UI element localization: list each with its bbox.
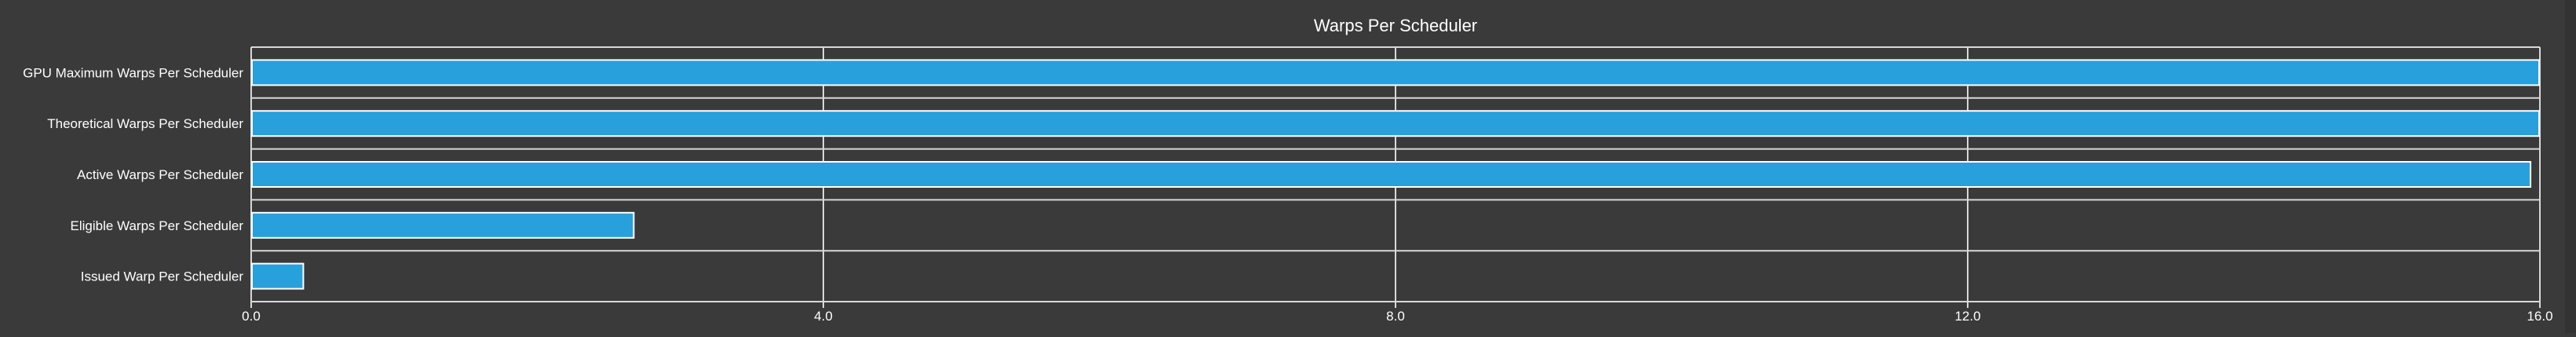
x-tick-label: 0.0 [242, 309, 261, 324]
x-tick-labels: 0.0 4.0 8.0 12.0 16.0 [242, 309, 2552, 324]
vertical-scrollbar[interactable] [2565, 0, 2576, 333]
category-labels: GPU Maximum Warps Per Scheduler Theoretic… [23, 65, 243, 284]
x-tick-label: 16.0 [2527, 309, 2552, 324]
category-label: Eligible Warps Per Scheduler [71, 218, 244, 233]
bar [251, 262, 305, 290]
grid-layer [250, 46, 2541, 308]
category-label: Active Warps Per Scheduler [77, 167, 243, 182]
bar [251, 110, 2540, 137]
category-label: GPU Maximum Warps Per Scheduler [23, 65, 243, 80]
bar [251, 211, 635, 239]
category-label: Issued Warp Per Scheduler [81, 269, 244, 284]
x-tick-label: 4.0 [814, 309, 833, 324]
category-label: Theoretical Warps Per Scheduler [47, 116, 243, 131]
bar [251, 161, 2532, 188]
x-tick-label: 12.0 [1954, 309, 1980, 324]
x-tick-label: 8.0 [1386, 309, 1405, 324]
chart-title: Warps Per Scheduler [1314, 16, 1477, 35]
bar [251, 59, 2540, 86]
bars-layer [251, 59, 2540, 290]
